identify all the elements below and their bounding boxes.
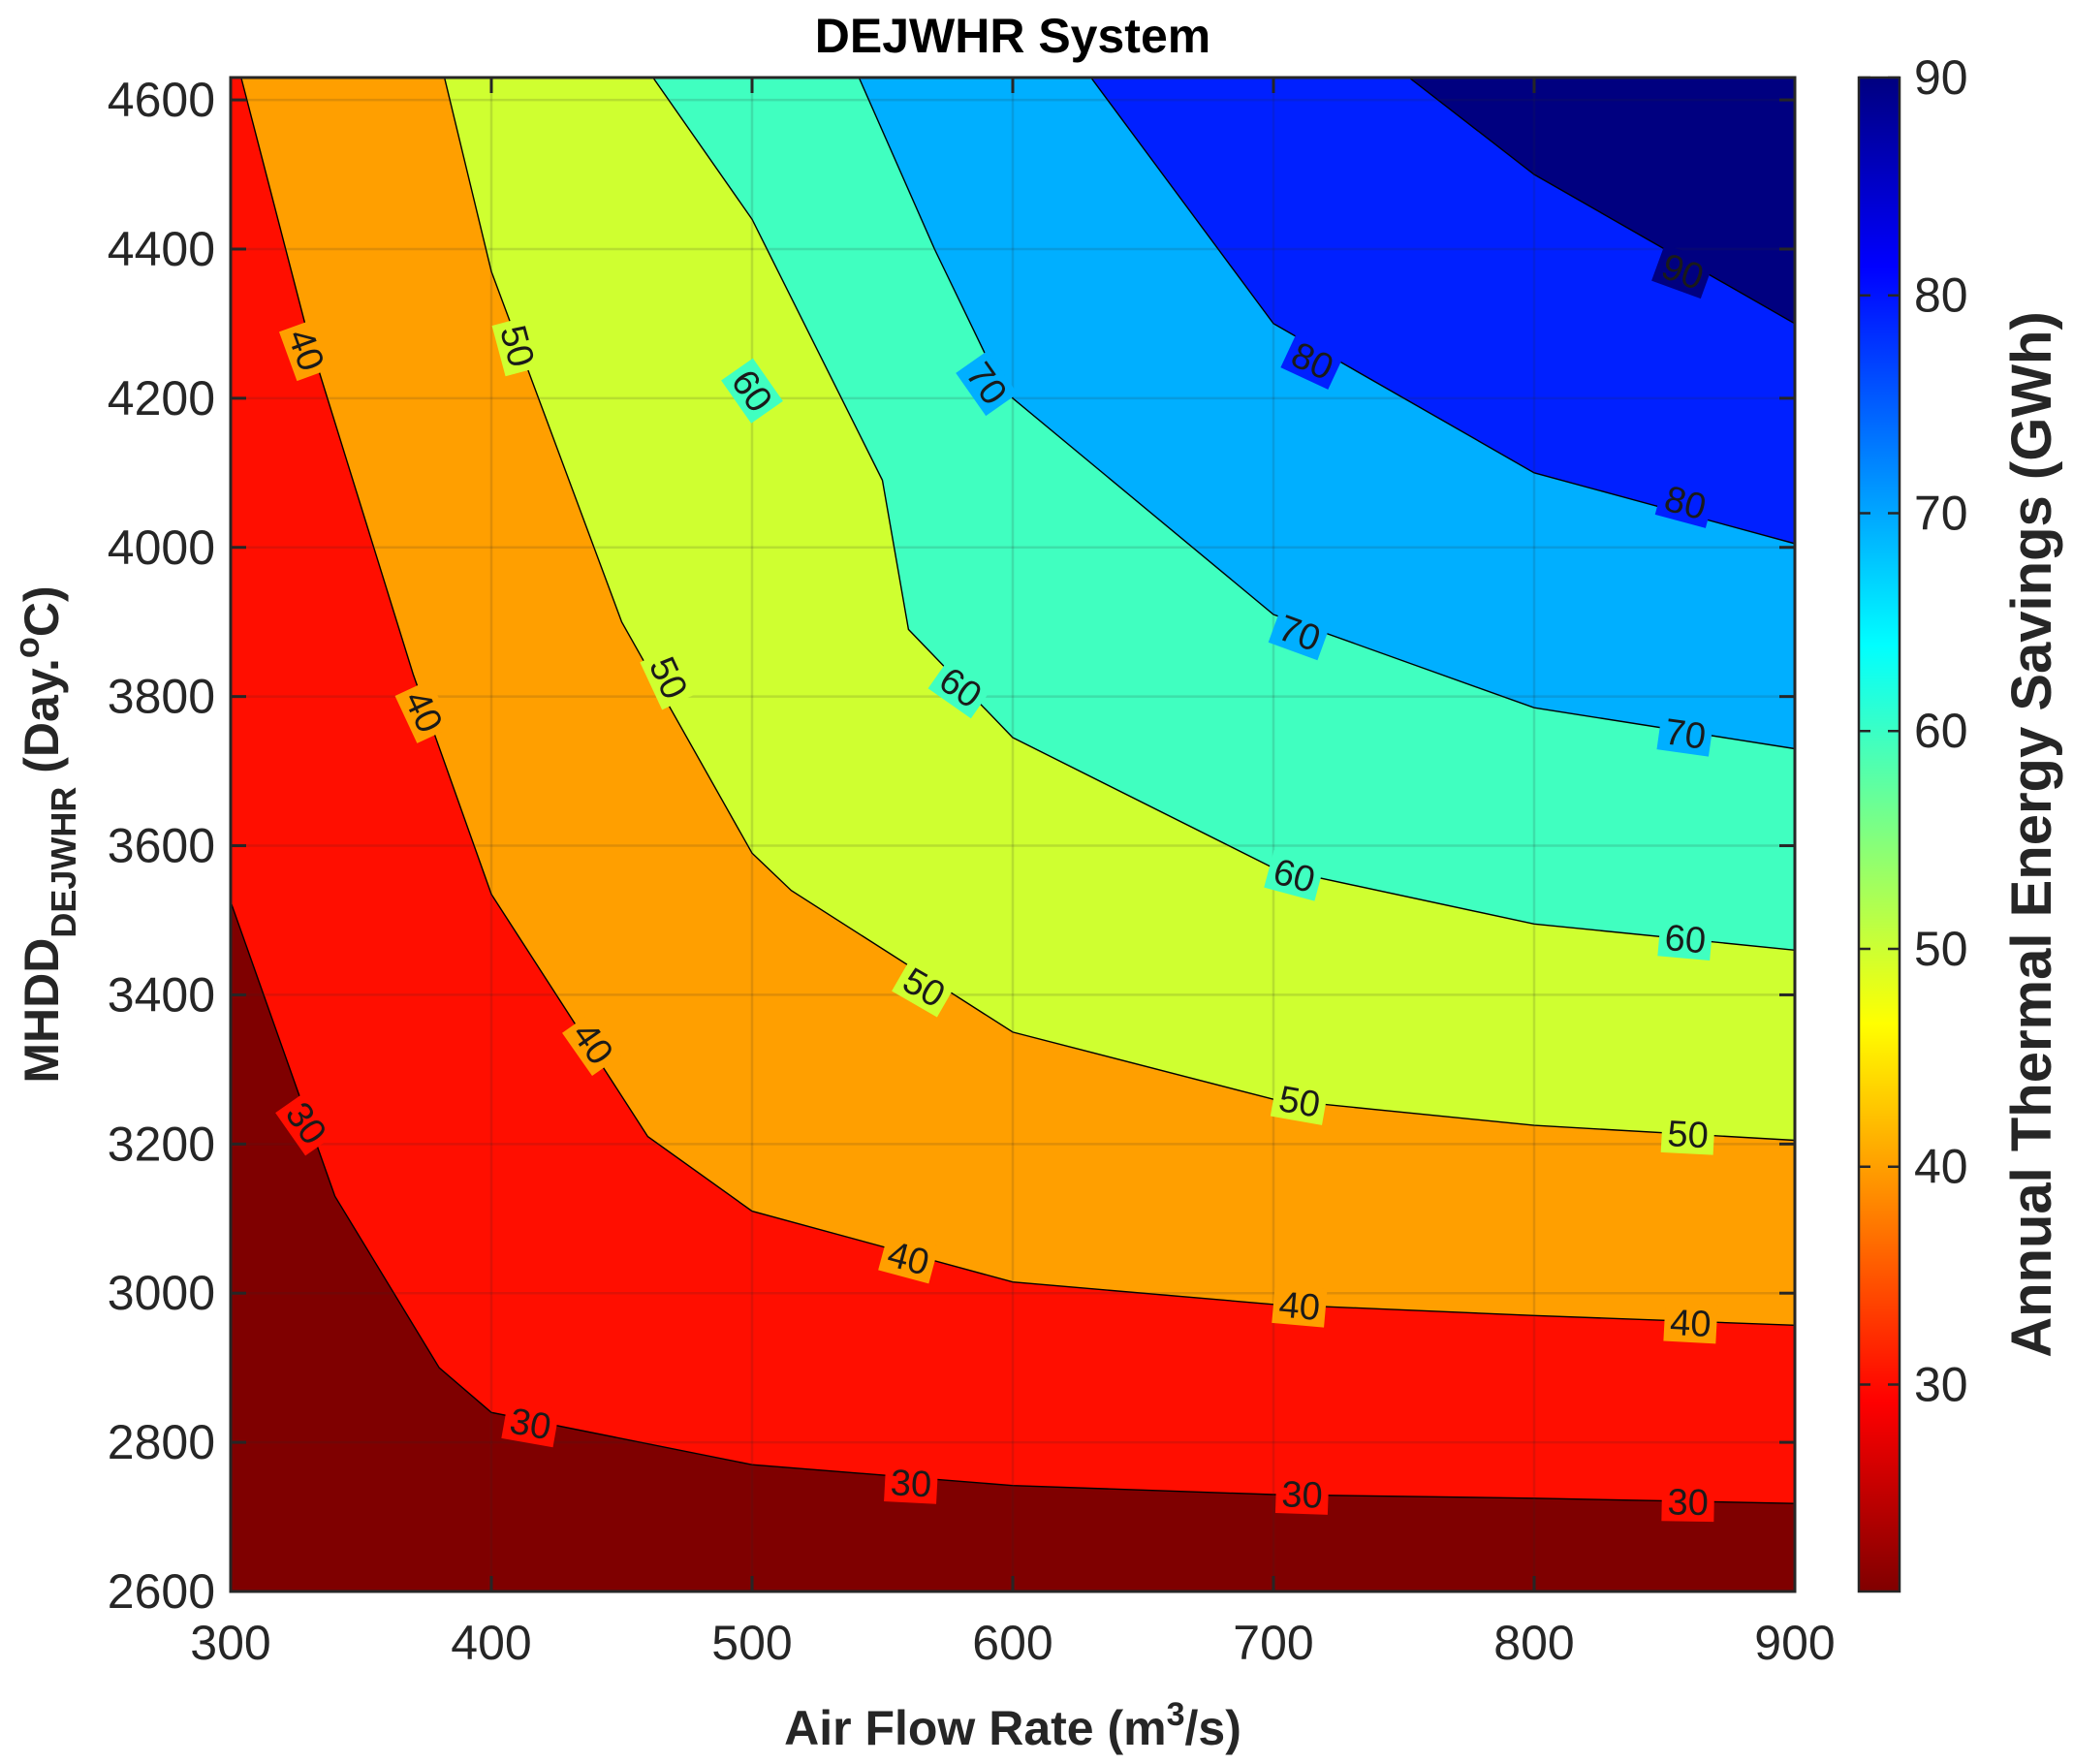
contour-label-text: 60 [1663, 918, 1708, 962]
contour-label: 40 [1663, 1302, 1718, 1345]
contour-label-knockout [1270, 1078, 1329, 1125]
chart-title: DEJWHR System [815, 9, 1210, 63]
contour-label-knockout [1264, 849, 1325, 901]
contour-label-text: 30 [890, 1463, 932, 1505]
y-tick-label: 2800 [108, 1415, 215, 1469]
colorbar-tick-label: 90 [1914, 50, 1968, 105]
contour-label: 60 [1657, 917, 1713, 962]
x-tick-label: 900 [1754, 1616, 1835, 1670]
contour-label-knockout [892, 957, 957, 1018]
y-tick-label: 3400 [108, 967, 215, 1022]
y-tick-label: 4600 [108, 73, 215, 127]
contour-label: 30 [1661, 1482, 1715, 1524]
colorbar-tick-label: 30 [1914, 1357, 1968, 1411]
contour-label-text: 50 [1275, 1079, 1323, 1126]
colorbar-title: Annual Thermal Energy Savings (GWh) [2000, 311, 2063, 1358]
y-tick-label: 3800 [108, 670, 215, 724]
contour-label: 70 [1656, 710, 1714, 758]
contour-label-knockout [1268, 606, 1332, 661]
colorbar-tick-label: 50 [1914, 922, 1968, 976]
contour-label: 40 [1272, 1284, 1328, 1330]
contour-label-knockout [1274, 1474, 1330, 1515]
axis-ticks [229, 78, 1797, 1593]
contour-label-knockout [1663, 1302, 1718, 1344]
colorbar-tick-label: 80 [1914, 268, 1968, 323]
contour-label-knockout [956, 350, 1018, 417]
contour-label-knockout [275, 1090, 337, 1156]
colorbar: 30 40 50 60 70 80 90 [1857, 50, 1968, 1593]
x-tick-label: 400 [451, 1616, 531, 1670]
colorbar-gradient [1857, 76, 1901, 1593]
contour-label-knockout [491, 315, 544, 377]
y-tick-label: 4000 [108, 520, 215, 575]
contour-label-text: 40 [1277, 1285, 1322, 1330]
y-tick-label: 2600 [108, 1564, 215, 1619]
y-tick-label: 3200 [108, 1117, 215, 1171]
contour-label: 50 [1660, 1113, 1715, 1156]
contour-label-knockout [640, 646, 698, 710]
contour-label-knockout [394, 679, 453, 743]
colorbar-tick-label: 70 [1914, 486, 1968, 540]
x-tick-label: 800 [1493, 1616, 1574, 1670]
contour-label-text: 70 [1662, 711, 1709, 757]
y-tick-label: 3000 [108, 1266, 215, 1320]
contour-label-text: 30 [507, 1402, 554, 1449]
grid-lines [231, 78, 1795, 1591]
contour-label-text: 40 [1669, 1303, 1712, 1345]
colorbar-tick-label: 40 [1914, 1140, 1968, 1194]
y-axis-title: MHDDDEJWHR (Day.oC) [7, 585, 83, 1083]
contour-label-text: 30 [1667, 1482, 1709, 1524]
x-tick-label: 300 [190, 1616, 270, 1670]
contour-label-knockout [562, 1010, 624, 1076]
y-tick-label: 4400 [108, 222, 215, 276]
y-tick-label: 4200 [108, 371, 215, 425]
colorbar-ticks: 30 40 50 60 70 80 90 [1859, 50, 1968, 1411]
x-tick-label: 500 [711, 1616, 792, 1670]
contour-label: 50 [491, 315, 544, 377]
contour-label-text: 50 [1666, 1114, 1709, 1156]
contour-label: 30 [1274, 1474, 1330, 1517]
contour-label: 30 [501, 1400, 560, 1449]
contour-label: 50 [640, 646, 698, 710]
contour-fills [231, 78, 1795, 1504]
x-tick-labels: 300 400 500 600 700 800 900 [190, 1616, 1835, 1670]
y-tick-labels: 2600 2800 3000 3200 3400 3600 3800 4000 4200 4400… [108, 73, 215, 1619]
contour-label: 30 [884, 1463, 939, 1505]
contour-label-knockout [1654, 477, 1716, 528]
x-tick-label: 700 [1233, 1616, 1313, 1670]
contour-label-knockout [1280, 331, 1345, 390]
contour-label-knockout [1660, 1113, 1715, 1155]
contour-line-50 [443, 78, 1795, 1142]
contour-label-knockout [721, 358, 783, 424]
contour-label: 50 [1270, 1078, 1329, 1126]
contour-line-70 [858, 78, 1795, 750]
y-tick-label: 3600 [108, 819, 215, 873]
contour-line-40 [240, 78, 1795, 1326]
x-axis-title: Air Flow Rate (m3/s) [784, 1696, 1241, 1755]
contour-label-knockout [878, 1232, 939, 1284]
x-tick-label: 600 [972, 1616, 1052, 1670]
contour-label-knockout [1651, 244, 1714, 299]
contour-label-text: 30 [1281, 1474, 1324, 1516]
contour-label-knockout [1656, 710, 1714, 757]
contour-label-knockout [278, 318, 334, 382]
contour-label-knockout [1657, 917, 1713, 961]
contour-label-knockout [1272, 1284, 1328, 1328]
contour-label-knockout [884, 1463, 939, 1504]
contour-label-knockout [501, 1400, 560, 1448]
colorbar-tick-label: 60 [1914, 704, 1968, 758]
contour-label-knockout [1661, 1482, 1715, 1523]
contour-line-30 [231, 901, 1795, 1504]
contour-label-knockout [927, 656, 993, 719]
